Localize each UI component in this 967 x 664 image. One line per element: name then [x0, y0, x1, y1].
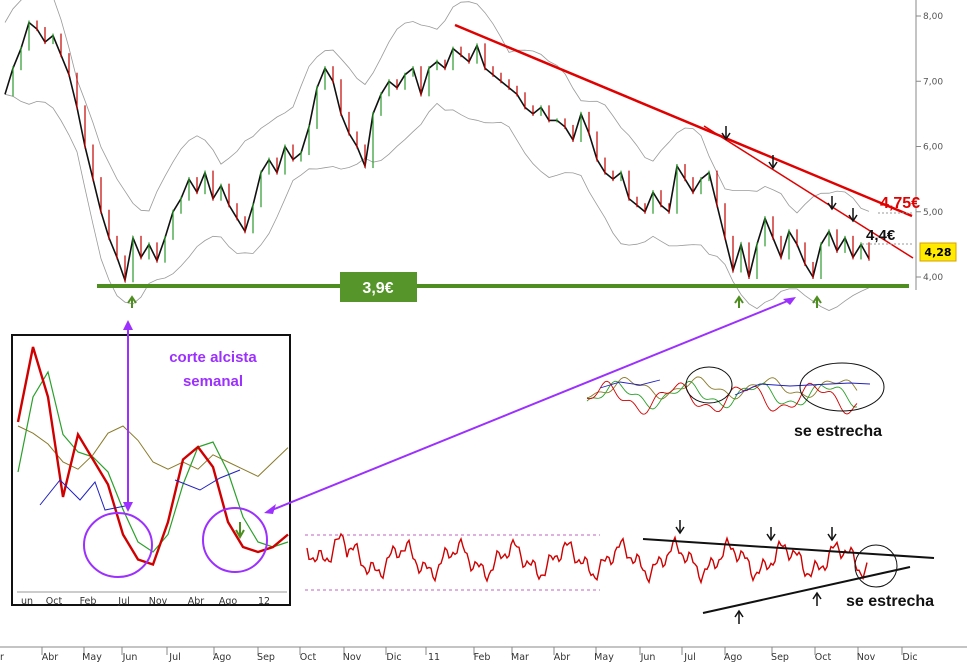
inset-slow-line	[17, 370, 289, 553]
up-arrows	[127, 295, 822, 308]
timeline-label: Abr	[42, 652, 59, 663]
support-label-box	[340, 272, 417, 302]
timeline-label: Jul	[683, 652, 695, 663]
trendline-minor	[703, 125, 914, 259]
rsi-upper-line	[642, 538, 935, 559]
inset-circle-left	[83, 512, 153, 578]
timeline-label: Jul	[168, 652, 180, 663]
timeline-label: Mar	[511, 652, 529, 663]
resistance-label-major: 4,75€	[880, 195, 920, 212]
timeline-label: Feb	[474, 652, 491, 663]
timeline-label: Oct	[300, 652, 317, 663]
rsi-lower-line	[702, 566, 911, 614]
trendline-major	[454, 23, 913, 218]
timeline-label: May	[82, 652, 102, 663]
inset-x-label: Jul	[117, 596, 129, 607]
inset-x-labels: un Oct Feb Jul Nov Abr Ago 12	[21, 596, 270, 607]
timeline-label: Jun	[122, 652, 138, 663]
timeline-label: Nov	[857, 652, 876, 663]
rsi-annotation: se estrecha	[846, 593, 934, 610]
osc-line-green	[586, 380, 858, 410]
price-axis: 8,00 7,00 6,00 5,00 4,00	[915, 0, 943, 290]
inset-x-label: Feb	[80, 596, 97, 607]
inset-x-label: Oct	[46, 596, 63, 607]
osc-annotation: se estrecha	[794, 423, 882, 440]
down-arrow	[768, 155, 778, 170]
rsi-arrow	[675, 520, 685, 535]
timeline-label: Jun	[640, 652, 656, 663]
price-series	[4, 20, 870, 284]
osc-line-blue	[599, 379, 871, 396]
timeline-label: Sep	[771, 652, 789, 663]
inset-panel: un Oct Feb Jul Nov Abr Ago 12 corte alcista sem…	[11, 334, 291, 607]
timeline-label: Sep	[257, 652, 275, 663]
osc-line-red	[586, 380, 858, 415]
timeline-label: Abr	[554, 652, 571, 663]
timeline-label: May	[594, 652, 614, 663]
rsi-arrow	[734, 609, 744, 624]
support-label: 3,9€	[362, 280, 393, 297]
band-lower	[4, 93, 870, 311]
inset-x-label: 12	[258, 596, 270, 607]
down-arrows	[721, 126, 858, 223]
timeline-label: Oct	[815, 652, 832, 663]
timeline-label: 11	[428, 652, 440, 663]
inset-signal-line	[17, 425, 289, 478]
band-upper	[4, 0, 870, 214]
up-arrow	[734, 295, 744, 308]
purple-arrows	[123, 297, 796, 514]
osc-circle-right	[799, 362, 885, 412]
osc-circle-left	[685, 366, 733, 404]
inset-annotation-line1: corte alcista	[169, 349, 257, 366]
price-tick-label: 6,00	[923, 143, 943, 153]
rsi-panel	[305, 532, 868, 591]
rsi-line	[306, 532, 868, 585]
down-arrow	[848, 208, 858, 223]
price-tick-label: 8,00	[923, 12, 943, 22]
down-arrow	[721, 126, 731, 141]
bollinger-bands	[4, 0, 870, 311]
inset-blue-line	[39, 469, 241, 511]
timeline-label: Ago	[213, 652, 232, 663]
inset-x-label: Nov	[149, 596, 168, 607]
price-tick-label: 5,00	[923, 208, 943, 218]
rsi-arrow	[812, 591, 822, 606]
osc-line-olive	[586, 376, 858, 400]
timeline-label: Dic	[902, 652, 917, 663]
resistance-label-minor: 4,4€	[866, 227, 896, 244]
inset-x-label: Abr	[188, 596, 205, 607]
rsi-arrows	[675, 520, 837, 624]
rsi-circle	[854, 544, 898, 588]
price-tick-label: 4,00	[923, 273, 943, 283]
inset-green-arrow	[235, 522, 245, 540]
rsi-arrow	[766, 527, 776, 542]
last-value-label: 4,28	[924, 246, 951, 259]
rsi-arrow	[827, 527, 837, 542]
inset-annotation-line2: semanal	[183, 373, 243, 390]
price-tick-label: 7,00	[923, 77, 943, 87]
last-value-tag	[919, 242, 957, 262]
down-arrow	[827, 196, 837, 211]
timeline-label: Nov	[343, 652, 362, 663]
oscillator-panel	[586, 376, 871, 415]
up-arrow	[127, 295, 137, 308]
inset-fast-line	[16, 346, 289, 567]
inset-circle-right	[202, 507, 268, 573]
timeline-label: Ago	[724, 652, 743, 663]
inset-x-label: un	[21, 596, 33, 607]
up-arrow	[812, 295, 822, 308]
inset-oscillator	[16, 346, 289, 567]
inset-x-label: Ago	[219, 596, 238, 607]
timeline-label: Dic	[386, 652, 401, 663]
timeline-axis: r Abr May Jun Jul Ago Sep Oct Nov Dic 11 Feb Mar Abr M…	[0, 646, 967, 663]
timeline-label: r	[0, 652, 4, 663]
